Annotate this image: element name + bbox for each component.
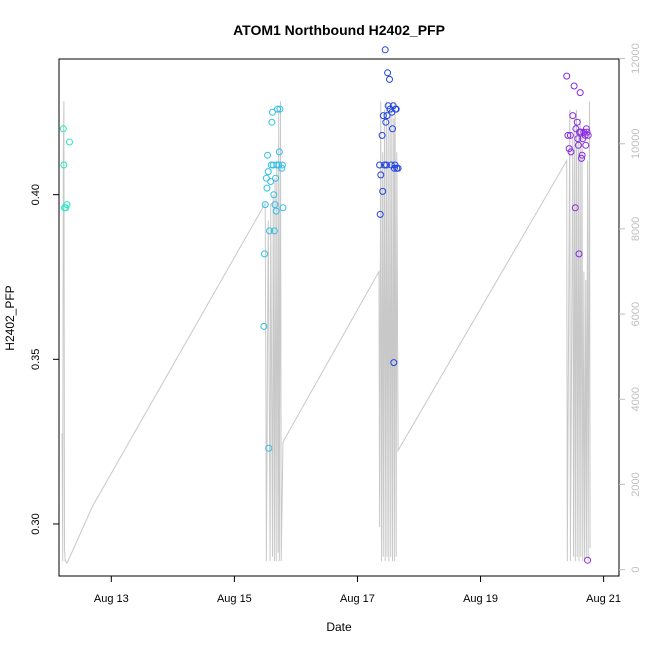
data-point-series-3 [389,125,396,133]
data-point-series-3 [392,105,400,113]
data-point-series-3 [379,187,387,195]
y-tick-label: 0.40 [30,184,42,205]
right-y-tick-label: 4000 [630,387,642,411]
data-point-series-2 [264,151,272,159]
right-y-tick-label: 8000 [630,217,642,241]
data-point-series-4 [581,131,589,139]
data-point-series-4 [574,135,582,143]
data-point-series-4 [566,131,574,139]
data-point-series-1 [59,125,67,133]
data-point-series-4 [573,118,581,126]
data-point-series-4 [570,82,578,90]
data-point-series-2 [279,204,287,212]
data-point-series-4 [576,89,584,97]
x-axis-label: Date [326,620,352,634]
right-y-tick-label: 10000 [630,128,642,159]
data-point-series-4 [571,204,579,212]
x-tick-label: Aug 21 [586,593,621,605]
data-point-series-2 [263,184,271,192]
data-point-series-3 [383,112,391,120]
data-point-series-3 [379,112,387,120]
secondary-series-line [61,101,591,565]
data-point-series-2 [268,118,276,126]
data-point-series-3 [386,75,393,83]
data-point-series-4 [582,125,590,133]
right-y-tick-label: 2000 [630,472,642,496]
y-axis: 0.30 0.35 0.40 [30,184,59,535]
data-point-series-2 [278,161,286,169]
y-axis-label: H2402_PFP [3,285,17,350]
data-point-series-3 [381,46,389,54]
data-point-series-2 [261,201,269,209]
data-point-series-2 [272,174,280,182]
data-point-series-3 [376,210,384,218]
data-point-series-4 [567,148,575,156]
plot-frame [58,58,620,577]
data-point-series-4 [582,141,590,149]
data-point-series-3 [378,131,386,139]
right-y-axis: 0 2000 4000 6000 8000 10000 12000 [619,43,642,573]
data-point-series-2 [267,178,275,185]
data-point-series-2 [266,227,273,235]
right-y-tick-label: 6000 [630,302,642,326]
data-point-series-2 [276,105,284,113]
x-axis: Aug 13 Aug 15 Aug 17 Aug 19 Aug 21 [94,576,621,605]
data-point-series-4 [578,154,585,162]
x-tick-label: Aug 17 [340,593,375,605]
data-point-series-3 [381,161,388,169]
x-tick-label: Aug 19 [463,593,498,605]
data-point-series-4 [564,131,572,139]
data-point-series-4 [563,72,571,80]
data-point-series-2 [269,108,276,116]
data-point-series-3 [382,161,390,169]
data-point-series-3 [384,69,392,77]
data-point-series-4 [575,250,583,258]
data-point-series-3 [394,164,402,172]
data-point-series-3 [390,164,398,172]
data-point-series-4 [584,131,592,139]
data-point-series-3 [382,118,390,126]
data-point-series-4 [574,141,582,149]
data-point-series-1 [60,161,68,169]
x-tick-label: Aug 13 [94,593,129,605]
y-tick-label: 0.35 [30,349,42,370]
data-point-series-2 [270,191,278,199]
data-point-series-2 [275,148,283,156]
data-point-series-3 [390,359,398,367]
data-point-series-2 [260,322,268,330]
data-point-series-2 [274,105,281,113]
secondary-series-layer [61,101,591,565]
data-point-series-2 [261,250,268,258]
points-layer [59,46,592,564]
data-point-series-2 [278,164,286,172]
data-point-series-4 [565,145,573,153]
data-point-series-4 [583,128,591,136]
data-point-series-1 [62,204,70,212]
data-point-series-2 [265,444,273,452]
data-point-series-4 [569,112,577,120]
x-tick-label: Aug 15 [217,593,252,605]
data-point-series-1 [66,138,73,146]
right-y-tick-label: 0 [630,567,642,573]
data-point-series-2 [264,168,272,176]
right-y-tick-label: 12000 [630,43,642,74]
y-tick-label: 0.30 [30,513,42,534]
data-point-series-2 [262,174,270,182]
data-point-series-2 [271,201,279,209]
data-point-series-3 [376,161,384,169]
data-point-series-4 [584,556,592,564]
data-point-series-2 [270,227,278,235]
data-point-series-3 [377,171,385,179]
data-point-series-4 [578,151,586,159]
chart-title: ATOM1 Northbound H2402_PFP [233,22,445,38]
data-point-series-2 [272,207,280,215]
data-point-series-1 [63,201,71,209]
